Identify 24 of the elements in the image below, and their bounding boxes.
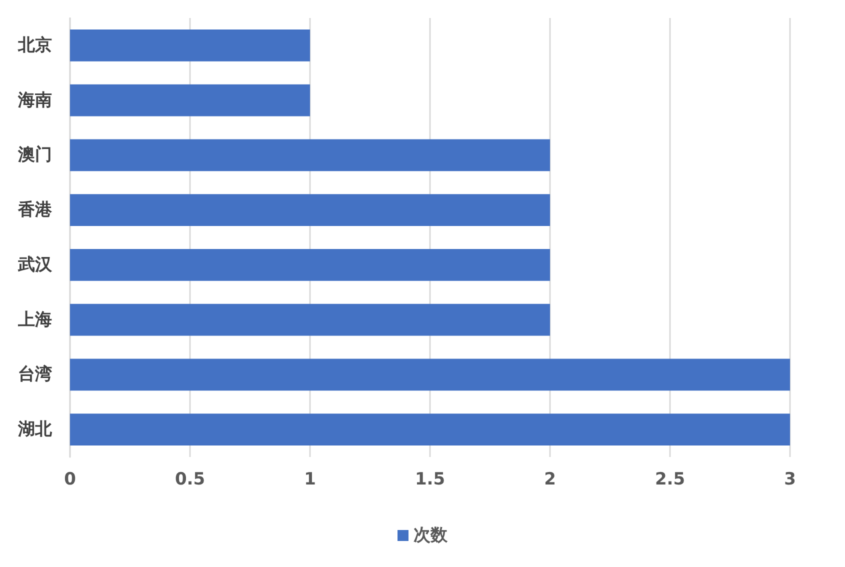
y-tick-label: 香港	[17, 200, 53, 220]
bar	[70, 194, 550, 226]
x-tick-label: 1.5	[414, 470, 446, 490]
x-tick-label: 2.5	[654, 470, 686, 490]
bar	[70, 84, 310, 116]
bar	[70, 304, 550, 336]
bar	[70, 358, 790, 391]
y-tick-label: 澳门	[17, 145, 52, 166]
y-tick-label: 海南	[17, 90, 52, 110]
x-tick-label: 0	[64, 470, 76, 490]
bar	[70, 139, 550, 172]
y-tick-label: 武汉	[17, 254, 53, 275]
x-tick-label: 2	[544, 470, 556, 490]
y-tick-label: 台湾	[18, 364, 52, 385]
y-tick-label: 上海	[17, 310, 52, 330]
x-tick-label: 3	[784, 470, 796, 490]
y-tick-label: 湖北	[17, 420, 53, 440]
bar	[70, 30, 310, 62]
legend-label: 次数	[414, 526, 448, 546]
bar	[70, 414, 790, 446]
y-tick-label: 北京	[17, 35, 52, 56]
bar	[70, 249, 550, 281]
x-tick-label: 1	[304, 470, 316, 490]
x-tick-label: 0.5	[174, 470, 206, 490]
